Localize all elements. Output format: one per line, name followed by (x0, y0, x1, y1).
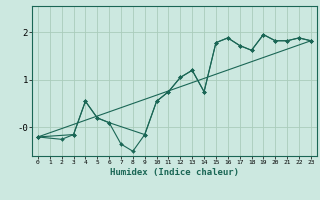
X-axis label: Humidex (Indice chaleur): Humidex (Indice chaleur) (110, 168, 239, 177)
